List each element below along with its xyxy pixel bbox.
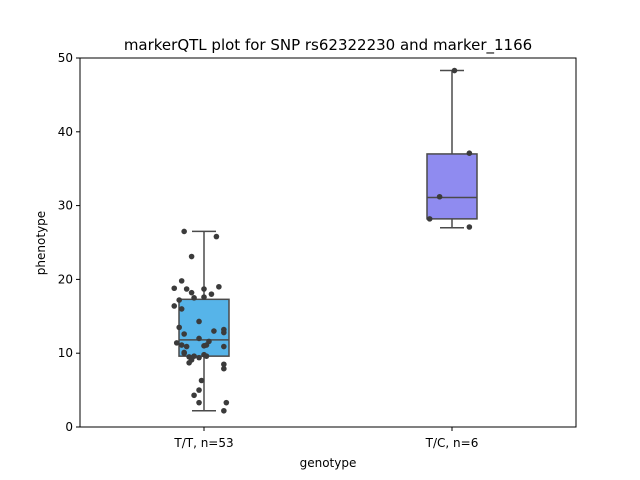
x-axis: T/T, n=53 T/C, n=6 <box>173 427 478 450</box>
data-point <box>221 361 227 368</box>
box-tc <box>426 69 478 229</box>
data-point <box>211 328 217 334</box>
plot-frame <box>79 57 577 428</box>
data-point <box>191 295 197 301</box>
data-point <box>191 392 197 399</box>
boxes-layer <box>178 69 478 412</box>
data-point <box>196 335 202 342</box>
data-point <box>171 285 178 292</box>
y-tick-label: 20 <box>58 272 73 286</box>
data-point <box>183 343 190 350</box>
data-point <box>198 377 205 384</box>
data-point <box>178 278 185 284</box>
y-tick-label: 50 <box>58 51 73 65</box>
data-point <box>173 340 180 346</box>
data-point <box>186 359 192 366</box>
y-tick-label: 40 <box>58 125 73 139</box>
data-point <box>436 193 443 200</box>
data-point <box>196 387 202 393</box>
data-point <box>178 342 185 348</box>
data-point <box>208 291 215 297</box>
data-point <box>221 343 227 350</box>
y-axis: 0 10 20 30 40 50 <box>58 51 80 434</box>
data-point <box>181 228 187 235</box>
data-point <box>176 324 182 331</box>
data-point <box>196 354 202 361</box>
data-point <box>216 283 222 290</box>
data-point <box>188 253 195 260</box>
y-tick-label: 30 <box>58 199 73 213</box>
data-point <box>196 318 202 325</box>
data-point <box>203 342 210 348</box>
y-tick-label: 10 <box>58 346 73 360</box>
chart-title: markerQTL plot for SNP rs62322230 and ma… <box>124 36 532 55</box>
data-point <box>203 353 210 359</box>
data-point <box>466 224 473 230</box>
data-point <box>451 67 458 74</box>
data-point <box>426 216 433 222</box>
y-tick-label: 0 <box>65 420 73 434</box>
data-point <box>466 150 473 157</box>
data-point <box>201 294 207 300</box>
data-point <box>178 306 185 312</box>
y-axis-label: phenotype <box>34 211 48 275</box>
data-point <box>201 286 207 292</box>
data-point <box>181 331 187 337</box>
data-point <box>188 289 195 296</box>
data-point <box>176 297 182 303</box>
data-point <box>181 350 187 357</box>
data-point <box>171 303 178 309</box>
data-point <box>223 399 230 406</box>
data-point <box>221 365 227 372</box>
x-tick-label: T/C, n=6 <box>425 436 479 450</box>
data-point <box>213 233 220 240</box>
data-point <box>196 399 202 406</box>
data-point <box>183 286 190 292</box>
iqr-box <box>426 153 478 220</box>
points-layer <box>171 67 473 414</box>
data-point <box>221 407 227 414</box>
x-axis-label: genotype <box>300 456 357 470</box>
x-tick-label: T/T, n=53 <box>173 436 233 450</box>
data-point <box>221 329 227 336</box>
